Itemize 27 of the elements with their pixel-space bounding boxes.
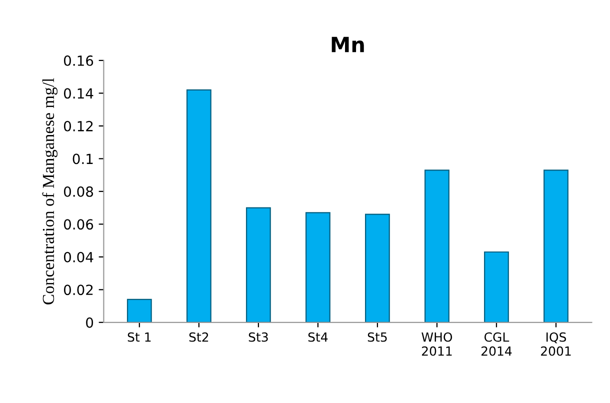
bar: [126, 298, 152, 322]
x-tick-label: St5: [368, 332, 387, 342]
y-tick-label: 0: [86, 317, 94, 328]
y-tick-label: 0.16: [64, 55, 94, 66]
x-tick-label: St3: [248, 332, 268, 342]
y-tick-label: 0.08: [64, 186, 94, 197]
bar: [544, 170, 568, 322]
y-tick-label: 0.04: [64, 252, 94, 262]
x-tick-label: CGL 2014: [481, 332, 512, 356]
x-tick-label: IQS 2001: [541, 332, 571, 356]
y-tick-label: 0.06: [64, 219, 94, 230]
bar: [305, 212, 330, 322]
bar: [484, 251, 509, 322]
x-tick-label: WHO 2011: [422, 332, 452, 356]
y-tick-label: 0.02: [64, 284, 93, 296]
x-tick-label: St2: [189, 332, 208, 342]
bar: [186, 89, 212, 322]
x-tick-label: St 1: [128, 332, 151, 342]
y-axis-title: Concentration of Manganese mg/l: [42, 78, 58, 304]
bar: [365, 214, 390, 322]
y-tick-label: 0.1: [72, 154, 93, 164]
bar: [246, 207, 271, 322]
y-tick-label: 0.14: [64, 88, 94, 99]
y-tick-label: 0.12: [64, 120, 93, 132]
x-tick-label: St4: [308, 332, 328, 342]
chart-title: Mn: [332, 36, 364, 52]
bar: [424, 170, 450, 322]
